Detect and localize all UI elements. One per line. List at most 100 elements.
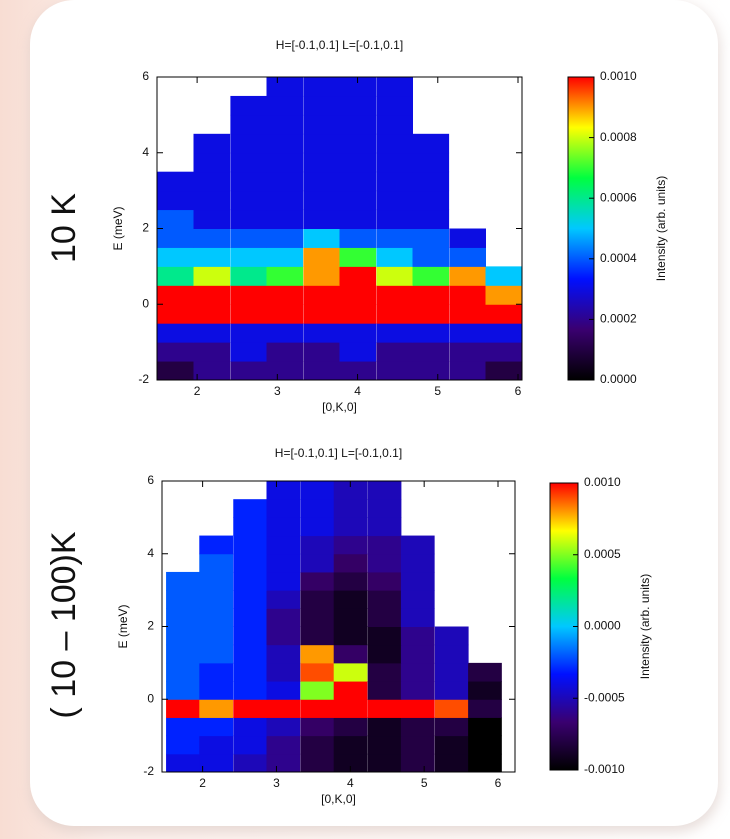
heatmap-cell — [166, 662, 200, 682]
x-tick-label: 4 — [354, 384, 361, 398]
heatmap-cell — [303, 152, 340, 173]
heatmap-cell — [266, 644, 301, 664]
heatmap-cell — [230, 342, 267, 362]
heatmap-cell — [485, 342, 523, 362]
heatmap-cell — [266, 95, 304, 116]
heatmap-cell — [300, 499, 335, 518]
colorbar-tick-label: 0.0006 — [600, 190, 637, 204]
colorbar-tick-label: 0.0005 — [584, 547, 621, 561]
heatmap-cell — [199, 644, 234, 664]
heatmap-cell — [339, 95, 377, 116]
heatmap-cell — [400, 608, 435, 627]
heatmap-cell — [376, 209, 413, 229]
heatmap-cell — [230, 247, 267, 267]
panel: H=[-0.1,0.1] L=[-0.1,0.1] ( 10 – 100)K 2 3 4… — [45, 446, 652, 806]
heatmap-cell — [157, 285, 194, 305]
y-tick-label: -2 — [143, 764, 154, 778]
heatmap-cell — [303, 285, 340, 305]
heatmap-cell — [199, 662, 234, 682]
heatmap-cell — [468, 753, 502, 773]
heatmap-cell — [233, 735, 267, 755]
heatmap-cell — [199, 571, 234, 591]
heatmap-cell — [339, 171, 377, 192]
heatmap-cell — [333, 735, 368, 755]
heatmap-cell — [233, 753, 267, 773]
heatmap-cell — [400, 553, 435, 573]
heatmap-cell — [300, 644, 335, 664]
heatmap-cell — [266, 608, 301, 627]
heatmap-cell — [199, 681, 234, 700]
heatmap-cell — [376, 77, 413, 97]
heatmap-cell — [367, 590, 402, 609]
heatmap-cell — [333, 499, 368, 518]
heatmap-cell — [367, 717, 402, 737]
colorbar-label: Intensity (arb. units) — [654, 176, 668, 281]
heatmap-cell — [300, 717, 335, 737]
heatmap-cell — [199, 699, 234, 718]
heatmap-cell — [400, 571, 435, 591]
heatmap-cell — [367, 553, 402, 573]
heatmap-cell — [400, 681, 435, 700]
heatmap-cell — [300, 662, 335, 682]
colorbar-tick-label: -0.0005 — [584, 690, 625, 704]
x-tick-label: 3 — [273, 776, 280, 790]
heatmap-cell — [367, 626, 402, 646]
heatmap-cell — [412, 342, 450, 362]
heatmap-cell — [367, 535, 402, 555]
heatmap-cell — [449, 247, 486, 267]
heatmap-cell — [339, 77, 377, 97]
heatmap-cell — [449, 323, 486, 343]
heatmap-cell — [449, 228, 486, 248]
colorbar-tick-label: 0.0010 — [600, 69, 637, 83]
heatmap-cell — [485, 323, 523, 343]
heatmap-cell — [300, 681, 335, 700]
heatmap-cell — [449, 342, 486, 362]
panel-title: H=[-0.1,0.1] L=[-0.1,0.1] — [275, 446, 402, 460]
y-axis-label: E (meV) — [111, 206, 125, 250]
heatmap-cell — [266, 753, 301, 773]
heatmap-cell — [367, 608, 402, 627]
heatmap-cell — [266, 285, 304, 305]
y-tick-label: 2 — [142, 221, 149, 235]
colorbar-label: Intensity (arb. units) — [638, 574, 652, 679]
heatmap-cell — [303, 209, 340, 229]
heatmap-cell — [412, 133, 450, 154]
heatmap-cell — [400, 626, 435, 646]
heatmap-cell — [412, 190, 450, 211]
heatmap-cell — [333, 699, 368, 718]
heatmap-cell — [434, 644, 469, 664]
heatmap-cell — [339, 285, 377, 305]
heatmap-cell — [199, 735, 234, 755]
heatmap-cell — [367, 699, 402, 718]
heatmap-cell — [266, 517, 301, 537]
heatmap-cell — [300, 735, 335, 755]
y-tick-label: 6 — [142, 69, 149, 83]
heatmap-cell — [412, 171, 450, 192]
heatmap-cell — [230, 304, 267, 324]
heatmap-cell — [303, 95, 340, 116]
heatmap-cell — [193, 247, 231, 267]
heatmap-cell — [434, 699, 469, 718]
heatmap-cell — [303, 323, 340, 343]
heatmap-cell — [266, 535, 301, 555]
temperature-label: 10 K — [45, 193, 83, 263]
heatmap-cell — [412, 304, 450, 324]
heatmap-cell — [266, 77, 304, 97]
heatmap-cell — [193, 266, 231, 286]
heatmap-cell — [233, 608, 267, 627]
heatmap-cell — [166, 644, 200, 664]
heatmap-cell — [412, 209, 450, 229]
heatmap-cell — [367, 735, 402, 755]
heatmap-cell — [303, 114, 340, 135]
heatmap-cell — [193, 152, 231, 173]
heatmap-cell — [485, 304, 523, 324]
heatmap-cell — [468, 735, 502, 755]
heatmap-cell — [434, 717, 469, 737]
heatmap-cell — [230, 361, 267, 381]
heatmap-cell — [400, 662, 435, 682]
heatmap-cell — [468, 699, 502, 718]
heatmap-cell — [449, 304, 486, 324]
heatmap-cell — [230, 114, 267, 135]
heatmap-cell — [303, 171, 340, 192]
heatmap-cell — [233, 499, 267, 518]
